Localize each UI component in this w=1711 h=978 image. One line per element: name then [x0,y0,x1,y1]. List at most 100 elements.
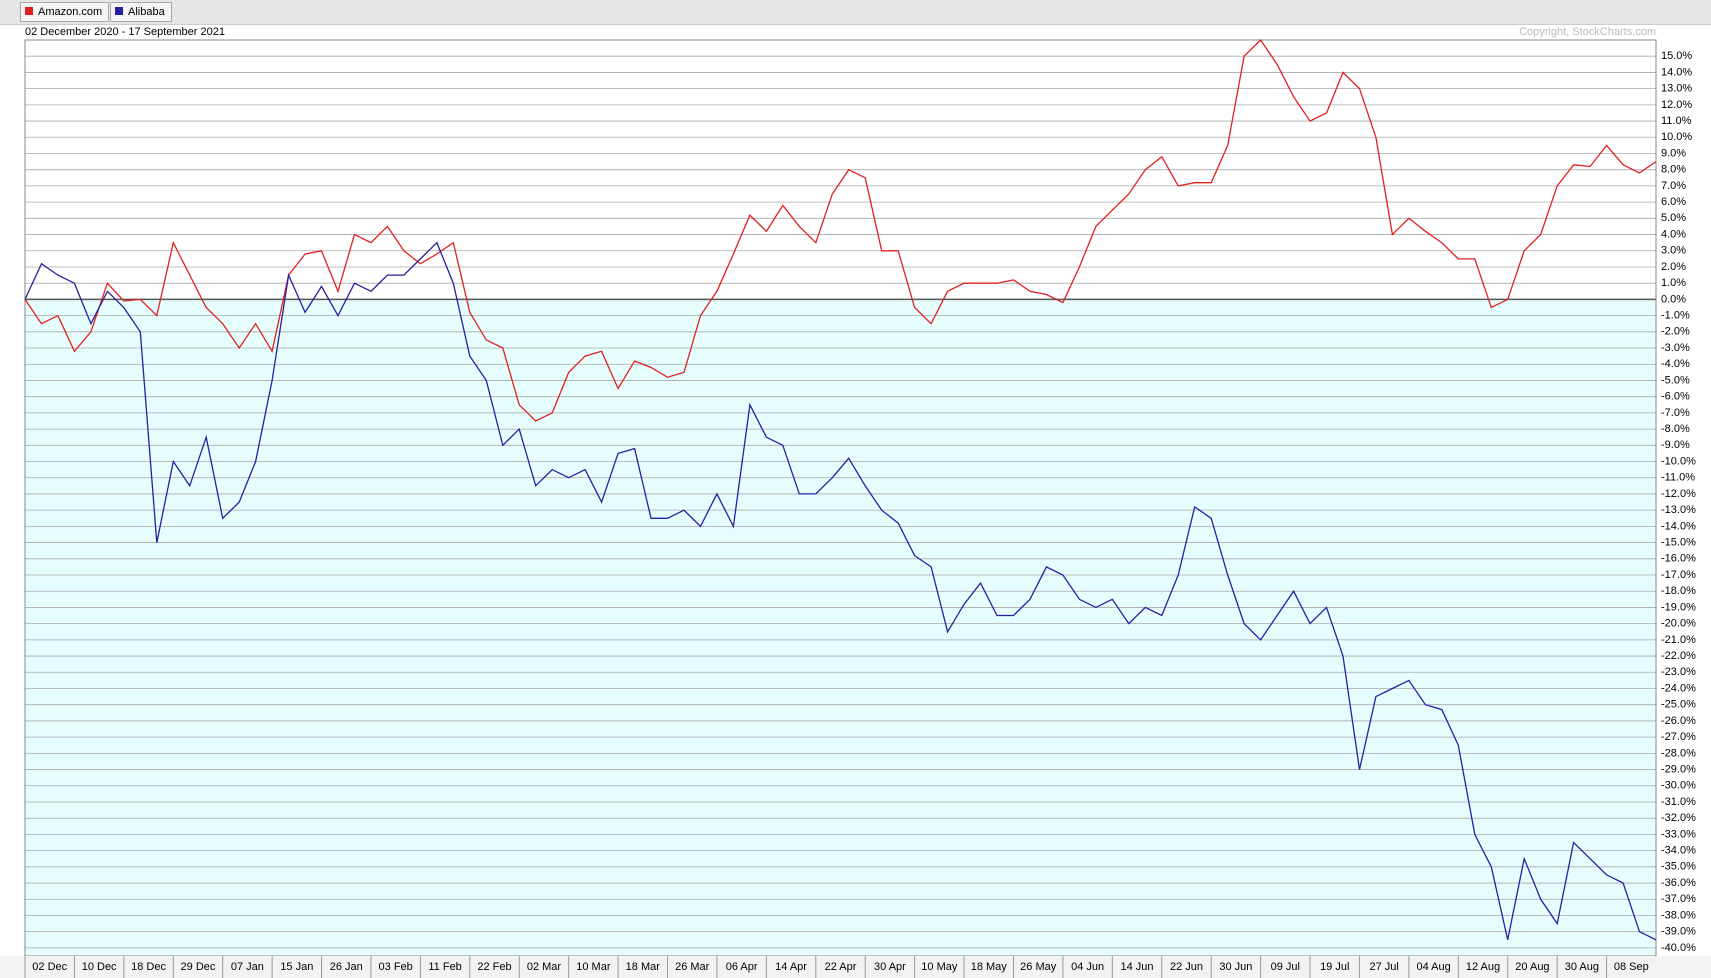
x-tick-label: 30 Jun [1219,961,1252,973]
y-tick-label: -23.0% [1661,666,1696,678]
x-tick-label: 26 May [1020,961,1057,973]
y-tick-label: -39.0% [1661,926,1696,938]
y-tick-label: -35.0% [1661,861,1696,873]
x-tick-label: 22 Jun [1170,961,1203,973]
x-tick-label: 02 Mar [527,961,562,973]
legend-bar [0,0,1711,25]
x-tick-label: 06 Apr [726,961,758,973]
y-tick-label: -19.0% [1661,601,1696,613]
y-tick-label: 0.0% [1661,293,1686,305]
y-tick-label: 9.0% [1661,147,1686,159]
y-tick-label: -16.0% [1661,553,1696,565]
y-tick-label: 7.0% [1661,180,1686,192]
x-tick-label: 29 Dec [181,961,216,973]
y-tick-label: -40.0% [1661,942,1696,954]
legend-label: Amazon.com [38,6,103,18]
y-tick-label: -34.0% [1661,845,1696,857]
y-tick-label: -1.0% [1661,310,1690,322]
legend-item[interactable]: Alibaba [110,2,172,22]
series-line [24,38,1657,422]
y-tick-label: -22.0% [1661,650,1696,662]
y-tick-label: 5.0% [1661,212,1686,224]
x-tick-label: 30 Apr [874,961,906,973]
y-tick-label: -38.0% [1661,909,1696,921]
x-tick-label: 02 Dec [32,961,67,973]
y-tick-label: 15.0% [1661,50,1692,62]
legend-swatch [25,7,33,15]
y-tick-label: -12.0% [1661,488,1696,500]
y-tick-label: -32.0% [1661,812,1696,824]
y-tick-label: -29.0% [1661,763,1696,775]
y-tick-label: 13.0% [1661,83,1692,95]
y-tick-label: -5.0% [1661,374,1690,386]
y-tick-label: -9.0% [1661,439,1690,451]
series-line [24,241,1657,941]
x-tick-label: 18 May [971,961,1008,973]
x-tick-label: 14 Jun [1121,961,1154,973]
y-tick-label: -36.0% [1661,877,1696,889]
y-tick-label: -11.0% [1661,472,1695,484]
y-tick-label: -13.0% [1661,504,1696,516]
y-tick-label: -21.0% [1661,634,1696,646]
y-tick-label: -6.0% [1661,391,1690,403]
y-tick-label: -30.0% [1661,780,1696,792]
y-tick-label: -17.0% [1661,569,1696,581]
x-tick-label: 03 Feb [379,961,413,973]
x-tick-label: 12 Aug [1466,961,1500,973]
y-tick-label: -31.0% [1661,796,1696,808]
x-tick-label: 26 Mar [675,961,710,973]
x-axis-bg [0,956,1711,978]
y-tick-label: 14.0% [1661,66,1692,78]
y-tick-label: -25.0% [1661,699,1696,711]
x-tick-label: 08 Sep [1614,961,1649,973]
y-tick-label: 4.0% [1661,228,1686,240]
chart: 02 December 2020 - 17 September 2021 Cop… [0,26,1711,978]
legend-label: Alibaba [128,6,165,18]
x-tick-label: 18 Mar [626,961,661,973]
y-tick-label: 6.0% [1661,196,1686,208]
y-tick-label: -15.0% [1661,536,1696,548]
x-tick-label: 10 Mar [576,961,611,973]
x-tick-label: 19 Jul [1320,961,1349,973]
y-tick-label: -14.0% [1661,520,1696,532]
x-tick-label: 10 Dec [82,961,117,973]
x-tick-label: 14 Apr [775,961,807,973]
y-tick-label: -2.0% [1661,326,1690,338]
y-tick-label: 12.0% [1661,99,1692,111]
y-tick-label: -27.0% [1661,731,1696,743]
y-tick-label: -24.0% [1661,682,1696,694]
y-tick-label: -28.0% [1661,747,1696,759]
y-tick-label: -37.0% [1661,893,1696,905]
y-tick-label: -18.0% [1661,585,1696,597]
legend-swatch [115,7,123,15]
y-tick-label: -33.0% [1661,828,1696,840]
y-tick-label: -10.0% [1661,455,1696,467]
y-tick-label: -26.0% [1661,715,1696,727]
plot-negative-bg [25,299,1656,957]
y-tick-label: 8.0% [1661,164,1686,176]
x-tick-label: 27 Jul [1369,961,1398,973]
subtitle: 02 December 2020 - 17 September 2021 [25,26,225,38]
x-tick-label: 22 Feb [477,961,511,973]
x-tick-label: 10 May [921,961,958,973]
x-tick-label: 20 Aug [1515,961,1549,973]
x-tick-label: 18 Dec [131,961,166,973]
y-tick-label: 10.0% [1661,131,1692,143]
x-tick-label: 26 Jan [330,961,363,973]
x-tick-label: 30 Aug [1565,961,1599,973]
y-tick-label: 11.0% [1661,115,1692,127]
x-tick-label: 09 Jul [1271,961,1300,973]
y-tick-label: 2.0% [1661,261,1686,273]
y-tick-label: -20.0% [1661,618,1696,630]
y-tick-label: -7.0% [1661,407,1690,419]
copyright: Copyright, StockCharts.com [1519,26,1656,38]
y-tick-label: 1.0% [1661,277,1686,289]
y-tick-label: -4.0% [1661,358,1690,370]
y-tick-label: 3.0% [1661,245,1686,257]
legend-item[interactable]: Amazon.com [20,2,110,22]
x-tick-label: 11 Feb [428,961,461,973]
x-tick-label: 04 Jun [1071,961,1104,973]
y-tick-label: -8.0% [1661,423,1690,435]
x-tick-label: 22 Apr [825,961,857,973]
